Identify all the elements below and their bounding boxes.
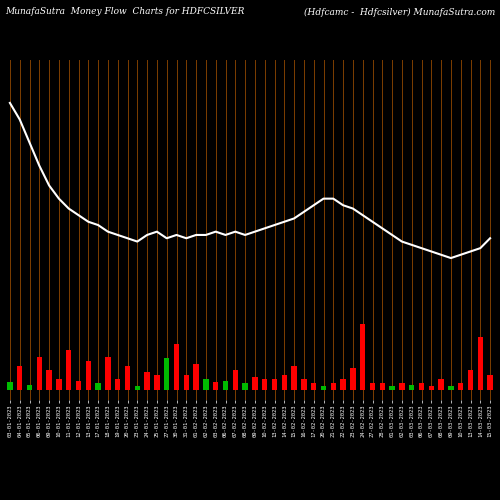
Bar [242, 384, 248, 390]
Bar [134, 386, 140, 390]
Bar [321, 386, 326, 390]
Bar [409, 385, 414, 390]
Bar [17, 366, 22, 390]
Bar [399, 384, 404, 390]
Bar [252, 377, 258, 390]
Bar [468, 370, 473, 390]
Bar [96, 384, 101, 390]
Bar [419, 384, 424, 390]
Bar [448, 386, 454, 390]
Bar [66, 350, 71, 390]
Text: MunafaSutra  Money Flow  Charts for HDFCSILVER: MunafaSutra Money Flow Charts for HDFCSI… [5, 8, 244, 16]
Bar [330, 384, 336, 390]
Bar [438, 379, 444, 390]
Bar [86, 362, 91, 390]
Bar [46, 370, 52, 390]
Bar [56, 379, 62, 390]
Bar [36, 357, 42, 390]
Bar [340, 379, 346, 390]
Bar [125, 366, 130, 390]
Bar [184, 374, 189, 390]
Bar [488, 374, 493, 390]
Bar [428, 386, 434, 390]
Bar [380, 384, 385, 390]
Bar [292, 366, 297, 390]
Bar [194, 364, 199, 390]
Bar [370, 384, 375, 390]
Bar [27, 385, 32, 390]
Bar [105, 357, 110, 390]
Bar [164, 358, 170, 390]
Bar [282, 374, 287, 390]
Bar [272, 379, 277, 390]
Bar [301, 379, 306, 390]
Bar [458, 384, 464, 390]
Bar [115, 379, 120, 390]
Bar [360, 324, 366, 390]
Bar [7, 382, 12, 390]
Bar [390, 386, 395, 390]
Bar [174, 344, 179, 390]
Bar [232, 370, 238, 390]
Bar [76, 382, 81, 390]
Bar [203, 379, 208, 390]
Bar [213, 382, 218, 390]
Bar [350, 368, 356, 390]
Text: (Hdfcamc -  Hdfcsilver) MunafaSutra.com: (Hdfcamc - Hdfcsilver) MunafaSutra.com [304, 8, 495, 16]
Bar [144, 372, 150, 390]
Bar [223, 382, 228, 390]
Bar [311, 384, 316, 390]
Bar [478, 338, 483, 390]
Bar [154, 374, 160, 390]
Bar [262, 379, 268, 390]
